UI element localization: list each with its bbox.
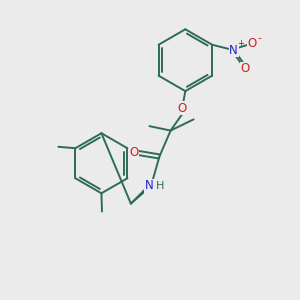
- Text: H: H: [156, 181, 164, 191]
- Text: -: -: [258, 33, 262, 43]
- Text: N: N: [229, 44, 238, 56]
- Text: O: O: [247, 37, 256, 50]
- Text: O: O: [178, 102, 187, 115]
- Text: O: O: [130, 146, 139, 159]
- Text: N: N: [145, 179, 154, 192]
- Text: O: O: [240, 62, 249, 75]
- Text: +: +: [237, 39, 244, 48]
